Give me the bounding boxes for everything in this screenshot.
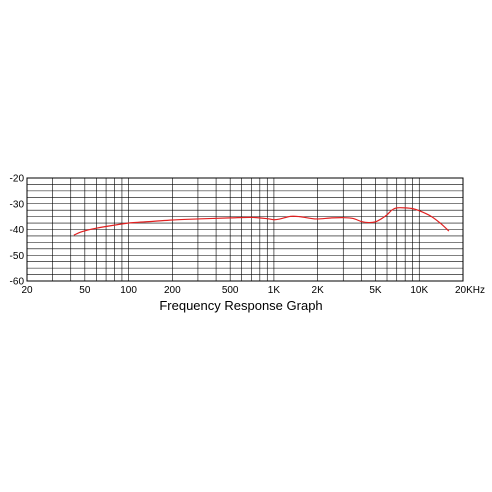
y-tick-label: -30 — [10, 199, 25, 210]
x-tick-label: 20KHz — [455, 285, 485, 296]
x-tick-label: 10K — [410, 285, 428, 296]
chart-title: Frequency Response Graph — [159, 298, 323, 313]
y-tick-label: -50 — [10, 251, 25, 262]
x-tick-label: 200 — [164, 285, 181, 296]
x-tick-label: 1K — [268, 285, 281, 296]
frequency-response-curve-0 — [73, 207, 450, 236]
x-tick-label: 5K — [369, 285, 382, 296]
x-tick-label: 100 — [120, 285, 137, 296]
grid — [26, 177, 464, 282]
x-tick-label: 50 — [79, 285, 91, 296]
y-tick-label: -40 — [10, 225, 25, 236]
frequency-response-chart: -20-30-40-50-60 20 50 100 200 500 1K 2K 5K 10K 20… — [10, 174, 485, 297]
plot-frame — [26, 177, 464, 282]
series-group — [73, 207, 450, 236]
plot-border — [26, 177, 464, 282]
x-tick-label: 20 — [21, 285, 33, 296]
y-tick-label: -20 — [10, 174, 25, 185]
x-axis-tick-labels: 20 50 100 200 500 1K 2K 5K 10K 20KHz — [21, 285, 485, 296]
y-tick-label: -60 — [10, 277, 25, 288]
x-tick-label: 500 — [222, 285, 239, 296]
y-axis-tick-labels: -20 -30 -40 -50 -60 — [10, 174, 25, 288]
x-tick-label: 2K — [312, 285, 325, 296]
